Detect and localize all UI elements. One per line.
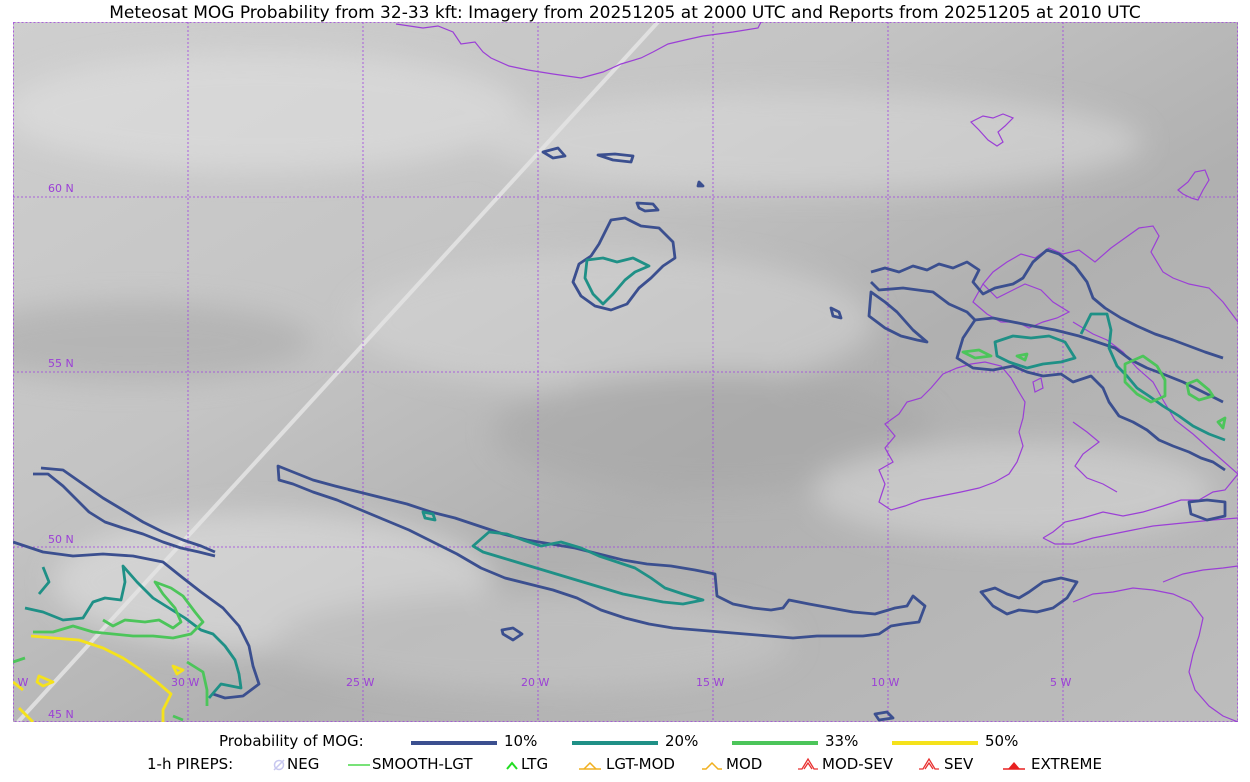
probability-legend-title: Probability of MOG:: [219, 732, 364, 750]
ltg-icon: [506, 761, 518, 770]
mod-sev-icon: [798, 757, 818, 770]
lat-label-50: 50 N: [48, 533, 74, 546]
legend-label-extreme: EXTREME: [1031, 755, 1102, 773]
swatch-10-percent: [411, 741, 497, 745]
legend-label-ltg: LTG: [521, 755, 549, 773]
contour-33-percent: [13, 348, 1227, 722]
pirep-legend: 1-h PIREPS: NEG SMOOTH-LGT LTG LGT-MOD M…: [0, 755, 1250, 775]
legend-label-mod-sev: MOD-SEV: [822, 755, 893, 773]
satellite-map[interactable]: 60 N 55 N 50 N 45 N 35 W 30 W 25 W 20 W …: [13, 22, 1238, 722]
pirep-legend-title: 1-h PIREPS:: [147, 755, 234, 773]
legend-label-mod: MOD: [726, 755, 763, 773]
legend-label-smooth-lgt: SMOOTH-LGT: [372, 755, 473, 773]
legend-label-20-percent: 20%: [665, 732, 699, 750]
coastlines: [395, 22, 1238, 722]
mod-icon: [702, 761, 722, 770]
map-title: Meteosat MOG Probability from 32-33 kft:…: [109, 3, 1141, 23]
lon-label-5w: 5 W: [1050, 676, 1072, 689]
legend-label-10-percent: 10%: [504, 732, 538, 750]
swatch-20-percent: [572, 741, 658, 745]
lat-label-60: 60 N: [48, 182, 74, 195]
neg-icon: [273, 759, 285, 771]
lat-label-55: 55 N: [48, 357, 74, 370]
lon-label-20w: 20 W: [521, 676, 550, 689]
legend-label-sev: SEV: [944, 755, 974, 773]
probability-legend: Probability of MOG: 10% 20% 33% 50%: [0, 732, 1250, 752]
legend-label-neg: NEG: [287, 755, 320, 773]
smooth-lgt-icon: [348, 764, 370, 766]
lon-label-30w: 30 W: [171, 676, 200, 689]
map-canvas: [13, 22, 1238, 722]
contour-50-percent: [13, 634, 185, 722]
lgt-mod-icon: [579, 761, 601, 770]
contour-20-percent: [24, 256, 1226, 699]
lon-label-25w: 25 W: [346, 676, 375, 689]
legend-label-50-percent: 50%: [985, 732, 1019, 750]
contour-10-percent: [13, 146, 1227, 722]
legend-label-33-percent: 33%: [825, 732, 859, 750]
cloud-texture: [13, 52, 1213, 692]
lon-label-15w: 15 W: [696, 676, 725, 689]
lon-label-35w: 35 W: [13, 676, 29, 689]
swatch-50-percent: [892, 741, 978, 745]
lon-label-10w: 10 W: [871, 676, 900, 689]
swatch-33-percent: [732, 741, 818, 745]
legend-label-lgt-mod: LGT-MOD: [606, 755, 675, 773]
sev-icon: [919, 757, 939, 770]
graticule: [13, 22, 1238, 722]
lat-label-45: 45 N: [48, 708, 74, 721]
extreme-icon: [1003, 762, 1025, 770]
